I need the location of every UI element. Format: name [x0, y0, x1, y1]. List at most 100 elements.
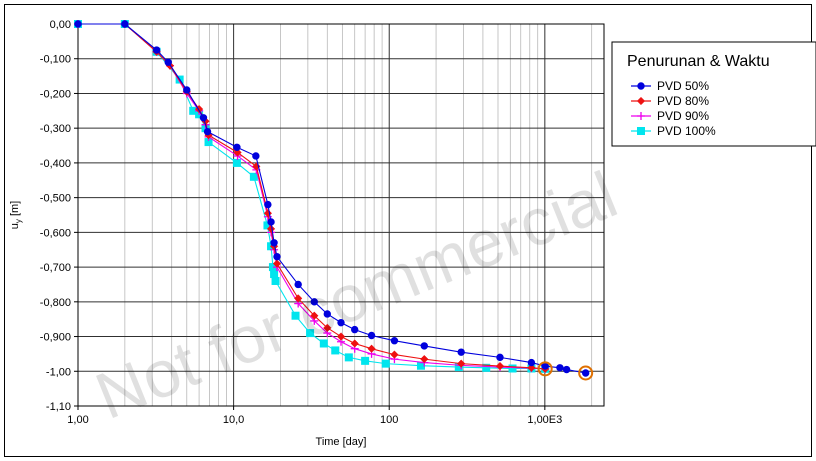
data-point — [495, 361, 505, 371]
legend-item: PVD 50% — [631, 79, 709, 93]
data-point — [306, 329, 315, 338]
legend-marker — [637, 112, 645, 120]
y-axis-title: uy [m] — [9, 201, 23, 229]
data-point — [350, 339, 359, 348]
data-point — [508, 364, 517, 373]
y-tick-label: 0,00 — [50, 19, 71, 31]
y-tick-label: -0,200 — [40, 88, 71, 100]
data-point — [331, 346, 340, 355]
data-point — [457, 348, 465, 356]
data-point — [381, 359, 390, 368]
data-point — [336, 332, 346, 341]
y-tick-label: -0,800 — [40, 297, 71, 309]
highlight-markers — [537, 361, 594, 381]
data-point — [270, 270, 279, 279]
x-tick-label: 10,0 — [223, 414, 244, 426]
data-point — [420, 342, 428, 350]
data-point — [194, 104, 204, 114]
legend: Penurunan & Waktu PVD 50%PVD 80%PVD 90%PV… — [611, 41, 816, 147]
legend-item: PVD 90% — [631, 109, 709, 123]
data-point — [344, 353, 353, 362]
data-point — [390, 350, 399, 359]
legend-marker — [636, 96, 646, 106]
y-tick-label: -0,300 — [40, 123, 71, 135]
x-tick-label: 1,00E3 — [527, 414, 562, 426]
y-tick-label: -0,600 — [40, 227, 71, 239]
data-point — [367, 331, 376, 340]
data-point — [527, 363, 536, 372]
y-tick-label: -0,900 — [40, 332, 71, 344]
data-point — [164, 58, 172, 66]
data-point — [323, 323, 332, 333]
data-point — [496, 353, 504, 362]
y-tick-label: -1,00 — [46, 366, 71, 378]
series-line — [78, 23, 586, 374]
data-point — [121, 20, 129, 28]
data-point — [74, 20, 82, 28]
x-tick-label: 1,00 — [67, 414, 88, 426]
data-point — [199, 114, 208, 122]
data-point — [183, 86, 191, 94]
data-point — [323, 310, 331, 318]
data-point — [420, 354, 429, 364]
data-point — [291, 311, 300, 320]
legend-title: Penurunan & Waktu — [627, 53, 770, 70]
data-point — [294, 294, 303, 303]
legend-item: PVD 80% — [631, 94, 709, 108]
legend-label: PVD 80% — [657, 94, 709, 108]
data-point — [264, 200, 272, 209]
data-point — [527, 358, 536, 367]
data-point — [271, 276, 280, 285]
data-point — [252, 152, 260, 160]
data-point — [310, 298, 318, 306]
legend-marker — [637, 127, 645, 135]
data-point — [581, 369, 590, 377]
data-point — [266, 224, 276, 234]
data-point — [351, 325, 359, 334]
data-point — [273, 252, 281, 261]
legend-label: PVD 100% — [657, 124, 716, 138]
legend-item: PVD 100% — [631, 124, 716, 138]
highlight-marker — [578, 365, 594, 381]
data-point — [337, 318, 345, 327]
y-tick-label: -0,100 — [40, 54, 71, 66]
y-tick-label: -1,10 — [46, 401, 71, 413]
axes: 1,00 10,0 100 1,00E3 0,00 -0,100 -0,200 -0,300 -… — [40, 19, 605, 426]
y-tick-label: -0,700 — [40, 262, 71, 274]
data-point — [152, 46, 161, 54]
data-point — [367, 344, 376, 353]
x-tick-label: 100 — [380, 414, 398, 426]
data-point — [233, 143, 241, 151]
y-tick-label: -0,500 — [40, 193, 71, 205]
data-point — [556, 364, 564, 372]
data-point — [270, 239, 278, 247]
data-point — [249, 172, 258, 181]
grid — [77, 23, 604, 407]
legend-box — [611, 41, 816, 147]
data-point — [416, 361, 425, 370]
series-pvd-50- — [74, 20, 590, 377]
data-point — [482, 363, 491, 372]
legend-label: PVD 90% — [657, 109, 709, 123]
data-point — [203, 127, 212, 136]
data-point — [457, 359, 466, 368]
legend-marker — [637, 82, 645, 90]
data-point — [562, 365, 571, 374]
data-point — [232, 158, 241, 167]
y-tick-label: -0,400 — [40, 158, 71, 170]
data-point — [272, 259, 282, 268]
data-point — [319, 339, 328, 348]
y-axis-title-text: uy [m] — [9, 201, 23, 229]
data-point — [252, 162, 261, 171]
plot-border — [77, 23, 605, 407]
data-point — [541, 362, 549, 370]
data-point — [361, 356, 370, 365]
data-point — [390, 337, 399, 345]
data-point — [294, 280, 302, 289]
series-layer — [73, 19, 590, 377]
data-point — [310, 311, 319, 320]
legend-label: PVD 50% — [657, 79, 709, 93]
data-point — [267, 218, 275, 226]
x-axis-title: Time [day] — [316, 436, 367, 448]
